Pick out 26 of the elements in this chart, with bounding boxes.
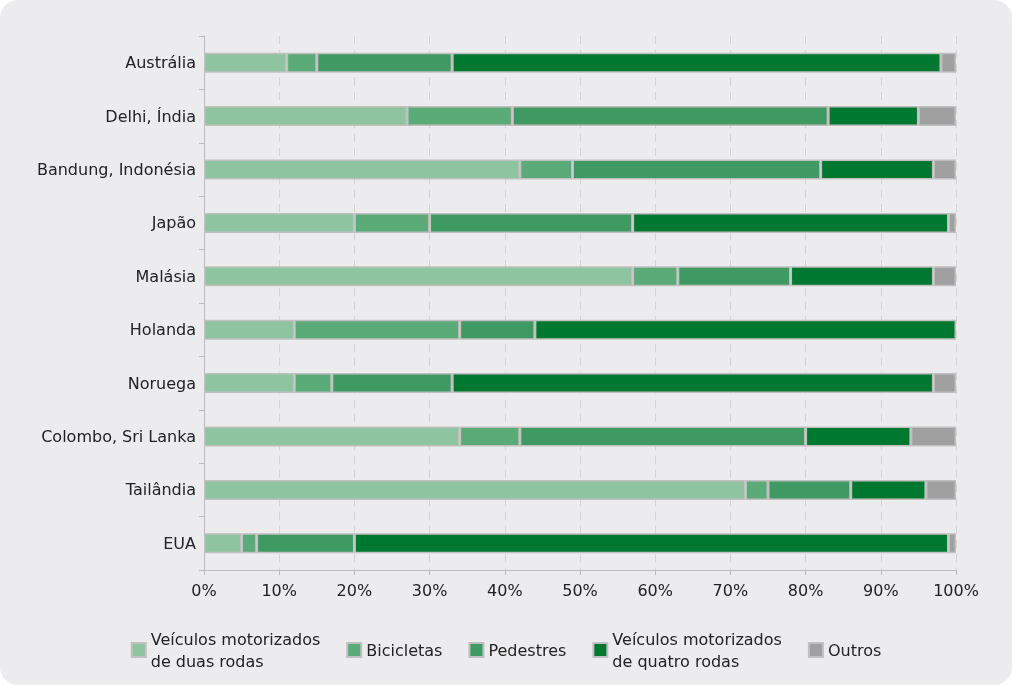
x-tick-label: 60% (637, 580, 673, 600)
x-tick-label: 30% (411, 580, 448, 600)
x-tick-label: 80% (787, 580, 824, 600)
legend-label: Outros (827, 640, 882, 660)
legend-label: Veículos motorizados de quatro rodas (612, 629, 782, 671)
legend-label: Veículos motorizados de duas rodas (150, 629, 321, 671)
y-tick-label: Malásia (135, 266, 196, 286)
x-tick-label: 40% (487, 580, 523, 600)
x-tick-label: 0% (191, 580, 217, 600)
x-tick-label: 70% (712, 580, 749, 600)
legend-label: Pedestres (488, 640, 567, 660)
y-tick-label: Bandung, Indonésia (36, 160, 196, 179)
y-tick-label: Austrália (125, 53, 196, 73)
y-tick-label: EUA (163, 533, 197, 553)
y-tick-label: Japão (150, 213, 196, 233)
y-tick-label: Delhi, Índia (105, 106, 196, 126)
y-tick-label: Noruega (127, 373, 196, 393)
x-tick-label: 90% (863, 580, 899, 600)
x-tick-label: 100% (933, 580, 979, 600)
x-tick-label: 20% (336, 580, 373, 600)
y-tick-label: Holanda (129, 320, 196, 340)
legend-label: Bicicletas (366, 640, 443, 660)
y-tick-label: Colombo, Sri Lanka (41, 427, 196, 446)
y-tick-label: Tailândia (124, 480, 196, 500)
x-tick-label: 10% (261, 580, 297, 600)
x-tick-label: 50% (562, 580, 598, 600)
